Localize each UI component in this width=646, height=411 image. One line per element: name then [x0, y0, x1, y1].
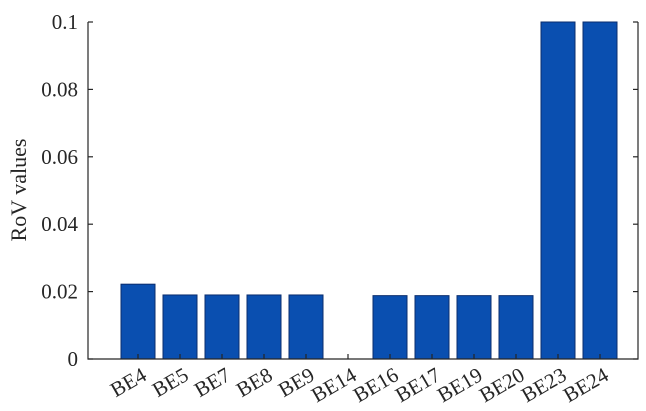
x-tick-label-be4: BE4: [106, 362, 151, 402]
bars-group: [120, 21, 618, 360]
x-tick-label-be5: BE5: [148, 363, 192, 402]
y-axis-label: RoV values: [6, 139, 31, 242]
bar-be17: [414, 295, 450, 360]
y-tick-label-y-0: 0: [68, 347, 79, 371]
bar-be24: [582, 21, 618, 360]
axes-box: [87, 22, 639, 360]
bar-be23: [540, 21, 576, 360]
bar-be20: [498, 295, 534, 360]
y-tick-label-y-0-1: 0.1: [52, 10, 78, 34]
bar-be8: [246, 294, 282, 360]
y-tick-label-y-0-06: 0.06: [41, 145, 78, 169]
bar-be19: [456, 295, 492, 360]
x-axis-ticks: BE4BE5BE7BE8BE9BE14BE16BE17BE19BE20BE23B…: [106, 354, 613, 407]
x-tick-label-be7: BE7: [190, 363, 234, 402]
x-tick-label-be24: BE24: [559, 362, 613, 407]
y-tick-label-y-0-08: 0.08: [41, 77, 78, 101]
bar-be16: [372, 295, 408, 360]
x-tick-label-be8: BE8: [232, 363, 276, 402]
bar-be9: [288, 294, 324, 360]
bar-be5: [162, 294, 198, 360]
y-tick-label-y-0-04: 0.04: [41, 212, 78, 236]
bar-be7: [204, 294, 240, 360]
y-axis-ticks: 0 0.02 0.04 0.06 0.08 0.1: [41, 10, 638, 371]
y-tick-label-y-0-02: 0.02: [41, 280, 78, 304]
bar-be4: [120, 283, 156, 360]
